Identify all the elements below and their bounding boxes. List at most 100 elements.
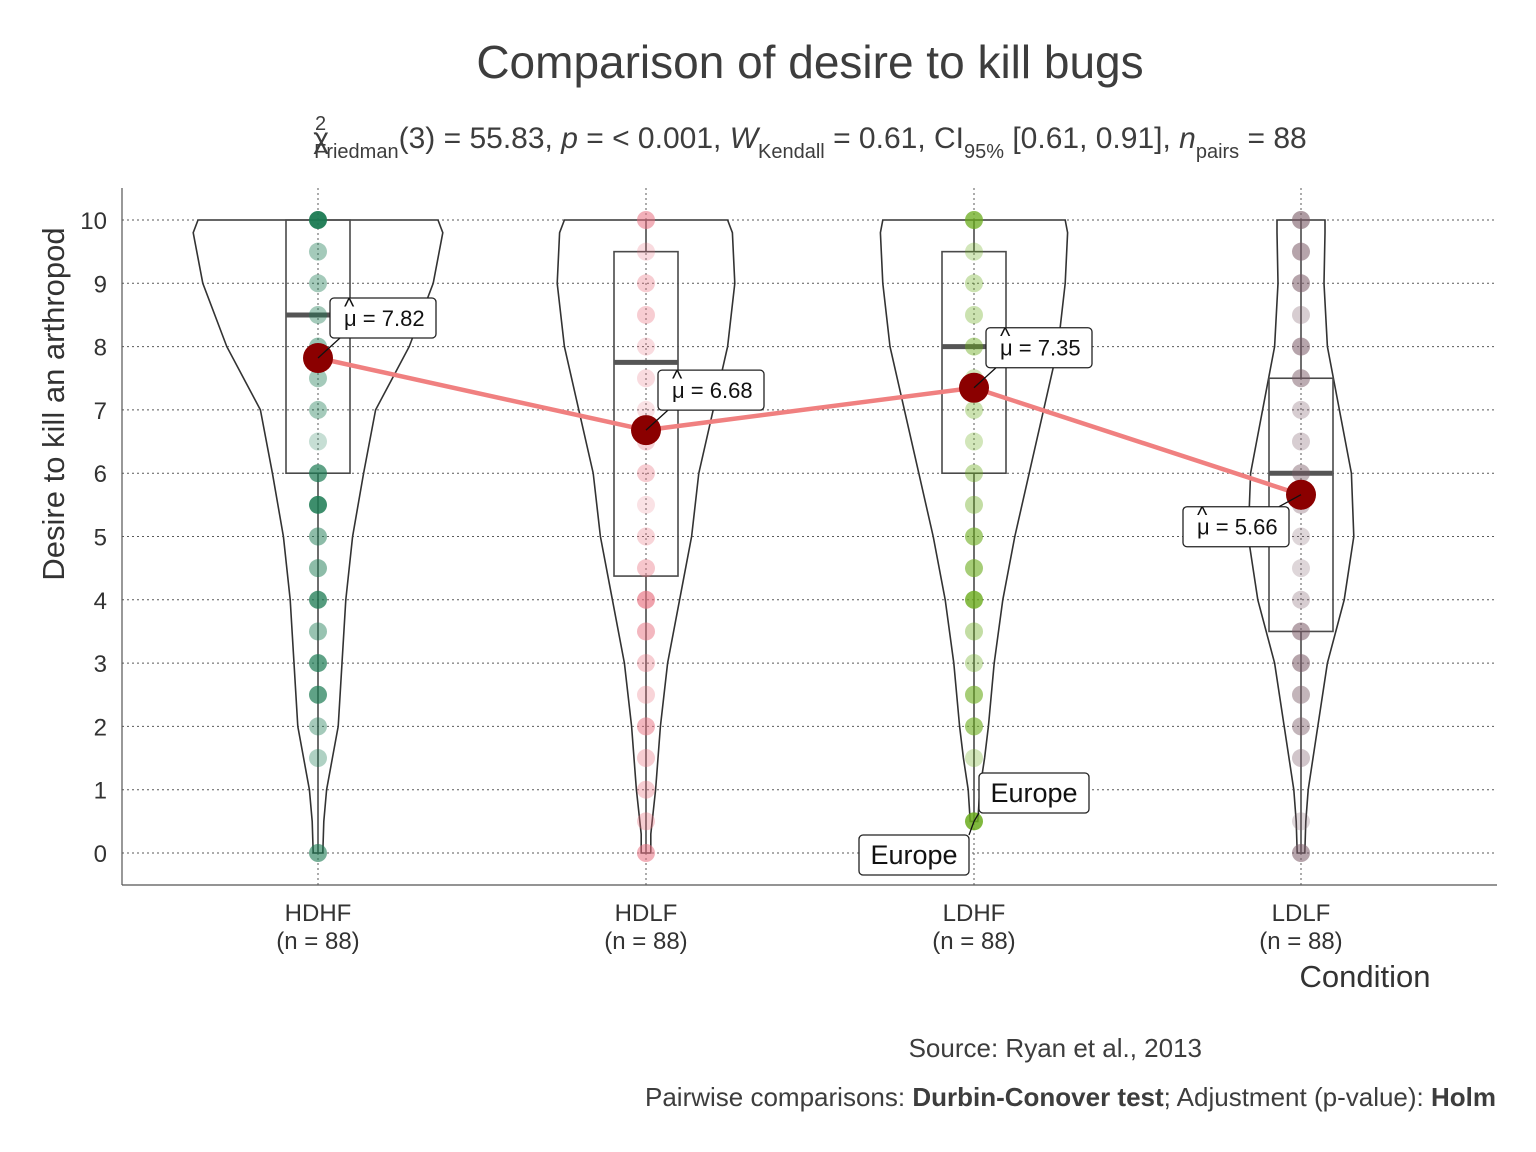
data-point [1292, 337, 1310, 356]
mean-hat: ^ [1000, 324, 1011, 349]
data-point [1292, 622, 1310, 641]
chart-subtitle: χ2 Friedman(3) = 55.83, p = < 0.001, WKen… [313, 113, 1307, 163]
data-point [309, 622, 327, 641]
data-point [637, 527, 655, 546]
data-point [965, 464, 983, 483]
data-point [1292, 749, 1310, 768]
mean-hat: ^ [1197, 503, 1208, 528]
subtitle-w-text: = 0.61, CI [825, 122, 964, 155]
subtitle-chi-sup: 2 [315, 113, 326, 135]
data-point [637, 211, 655, 229]
x-tick-count-label: (n = 88) [1259, 928, 1342, 955]
violin-hdhf [192, 219, 444, 854]
data-point [965, 654, 983, 673]
subtitle-chi: χ [313, 122, 329, 155]
caption-pairwise-adj: Holm [1431, 1082, 1496, 1112]
data-point [1292, 717, 1310, 736]
data-point [309, 685, 327, 704]
data-point [637, 685, 655, 704]
y-tick-label: 9 [94, 271, 107, 298]
data-point [1292, 305, 1310, 324]
outlier-leader [968, 821, 975, 836]
subtitle-n-symbol: n [1179, 122, 1196, 155]
y-tick-label: 0 [94, 841, 107, 868]
data-point [637, 844, 655, 862]
data-point [309, 844, 327, 862]
y-tick-label: 7 [94, 398, 107, 425]
x-tick-count-label: (n = 88) [276, 928, 359, 955]
mean-label-leader [645, 409, 669, 431]
caption-pairwise: Pairwise comparisons: Durbin-Conover tes… [645, 1082, 1496, 1112]
data-point [1292, 654, 1310, 673]
point-layer [309, 211, 1310, 862]
mean-label-leader [1278, 494, 1302, 508]
y-tick-label: 1 [94, 778, 107, 805]
data-point [965, 305, 983, 324]
x-tick-count-label: (n = 88) [604, 928, 687, 955]
outlier-label-text: Europe [870, 840, 957, 870]
data-point [1292, 844, 1310, 862]
y-axis-title: Desire to kill an arthropod [36, 227, 71, 580]
data-point [637, 812, 655, 831]
data-point [637, 337, 655, 356]
data-point [309, 527, 327, 546]
mean-layer [303, 342, 1316, 510]
x-tick-label: HDLF [615, 900, 678, 927]
chart-title: Comparison of desire to kill bugs [476, 36, 1143, 88]
subtitle-ci-text: [0.61, 0.91], [1004, 122, 1179, 155]
subtitle-w-symbol: W [730, 122, 761, 155]
data-point [637, 274, 655, 293]
violin-hdlf [556, 219, 736, 854]
y-tick-label: 4 [94, 588, 107, 615]
mean-label-text: μ = 5.66 [1197, 515, 1278, 540]
data-point [309, 749, 327, 768]
data-point [965, 749, 983, 768]
mean-line [317, 355, 1302, 497]
data-point [1292, 590, 1310, 609]
violin-ldlf [1247, 219, 1355, 854]
mean-label-text: μ = 6.68 [672, 378, 753, 403]
subtitle-ci-sub: 95% [964, 141, 1004, 163]
caption-source: Source: Ryan et al., 2013 [909, 1033, 1202, 1063]
outlier-label-box [858, 834, 970, 876]
data-point [1292, 242, 1310, 261]
data-point [637, 495, 655, 514]
data-point [309, 654, 327, 673]
x-tick-count-label: (n = 88) [932, 928, 1015, 955]
caption-pairwise-test: Durbin-Conover test [912, 1082, 1164, 1112]
data-point [637, 559, 655, 578]
data-point [309, 464, 327, 483]
subtitle-stat: (3) = 55.83, [399, 122, 562, 155]
data-point [309, 432, 327, 451]
mean-label-leader [317, 337, 341, 359]
mean-label-text: μ = 7.82 [344, 306, 425, 331]
data-point [1292, 369, 1310, 388]
violin-ldhf [879, 219, 1069, 823]
x-tick-label: LDHF [943, 900, 1006, 927]
data-point [637, 305, 655, 324]
data-point [1292, 211, 1310, 229]
data-point [1292, 274, 1310, 293]
data-point [965, 274, 983, 293]
data-point [965, 211, 983, 229]
data-point [965, 622, 983, 641]
subtitle-p-symbol: p [560, 122, 578, 155]
data-point [309, 369, 327, 388]
data-point [965, 432, 983, 451]
data-point [309, 242, 327, 261]
data-point [965, 527, 983, 546]
data-point [1292, 812, 1310, 831]
data-point [965, 685, 983, 704]
data-point [637, 717, 655, 736]
data-point [1292, 527, 1310, 546]
subtitle-chi-sub: Friedman [314, 141, 398, 163]
data-point [637, 242, 655, 261]
data-point [309, 590, 327, 609]
data-point [637, 464, 655, 483]
data-point [965, 717, 983, 736]
outlier-leader [973, 812, 980, 822]
data-point [1292, 400, 1310, 419]
mean-label-leader [973, 367, 997, 389]
